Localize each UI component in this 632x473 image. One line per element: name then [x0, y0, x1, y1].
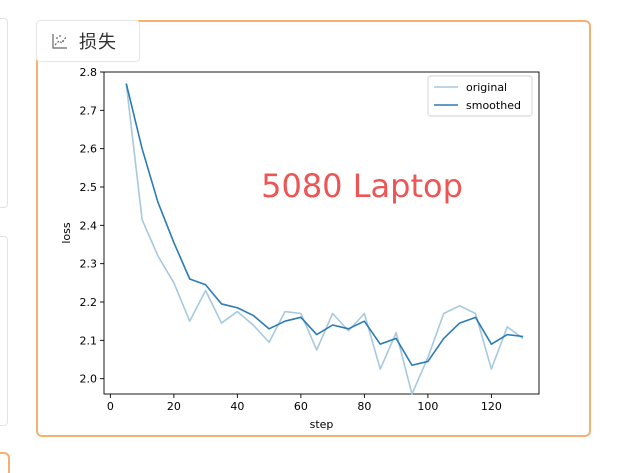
series-line-original — [125, 83, 524, 395]
y-axis-label: loss — [60, 222, 73, 244]
x-tick-label: 60 — [294, 400, 308, 413]
legend-label-original: original — [466, 81, 507, 94]
x-tick-label: 100 — [417, 400, 438, 413]
chart-annotation: 5080 Laptop — [261, 167, 463, 205]
plot-frame — [103, 71, 540, 395]
series-line-smoothed — [125, 83, 524, 367]
y-tick-label: 2.4 — [80, 219, 98, 232]
y-tick-label: 2.5 — [80, 181, 98, 194]
x-axis-label: step — [310, 418, 334, 431]
legend-box — [427, 75, 533, 117]
y-tick-label: 2.2 — [80, 296, 98, 309]
x-tick-label: 80 — [357, 400, 371, 413]
x-tick-label: 0 — [107, 400, 114, 413]
left-card-selected-edge[interactable] — [0, 452, 10, 473]
scatter-chart-icon — [52, 34, 67, 49]
left-card-top[interactable] — [0, 18, 8, 208]
x-tick-label: 120 — [481, 400, 502, 413]
y-tick-label: 2.6 — [80, 143, 98, 156]
x-tick-label: 40 — [230, 400, 244, 413]
left-card-bottom[interactable] — [0, 236, 8, 426]
y-tick-label: 2.1 — [80, 334, 98, 347]
x-tick-label: 20 — [167, 400, 181, 413]
legend-label-smoothed: smoothed — [466, 99, 521, 112]
panel-tab-label: 损失 — [79, 32, 117, 53]
panel-tab[interactable]: 损失 — [36, 20, 140, 62]
y-tick-label: 2.7 — [80, 104, 98, 117]
y-tick-label: 2.8 — [80, 66, 98, 79]
y-tick-label: 2.0 — [80, 373, 98, 386]
y-tick-label: 2.3 — [80, 258, 98, 271]
